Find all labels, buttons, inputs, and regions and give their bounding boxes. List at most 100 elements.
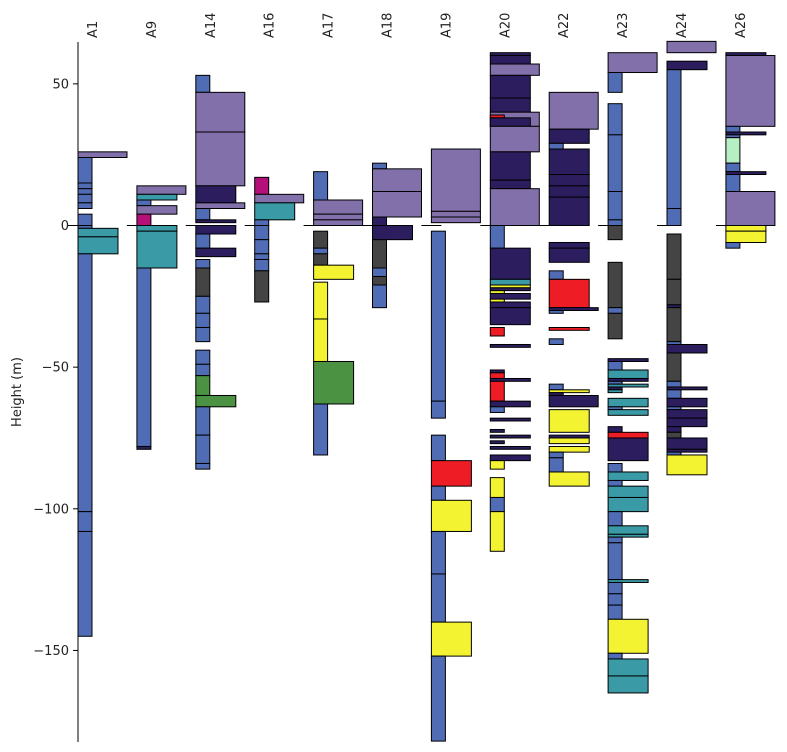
layer-teal bbox=[607, 389, 623, 394]
column-label: A23 bbox=[616, 13, 631, 38]
layer-gray bbox=[372, 239, 387, 269]
layer-dark-purple bbox=[548, 394, 599, 408]
layer-dark-purple bbox=[548, 241, 590, 249]
layer-gray bbox=[666, 431, 682, 439]
layer-teal bbox=[489, 278, 531, 286]
layer-blue bbox=[607, 134, 623, 193]
layer-teal bbox=[607, 525, 649, 535]
layer-dark-purple bbox=[548, 185, 590, 198]
layer-teal bbox=[136, 230, 178, 269]
layer-blue bbox=[195, 326, 211, 343]
layer-blue bbox=[77, 213, 93, 226]
layer-dark-purple bbox=[666, 426, 682, 433]
layer-blue bbox=[313, 171, 329, 201]
layer-blue bbox=[195, 406, 211, 436]
layer-lavender bbox=[548, 91, 599, 130]
layer-green bbox=[195, 394, 237, 408]
layer-lavender bbox=[666, 40, 717, 54]
layer-dark-purple bbox=[489, 454, 531, 462]
layer-dark-purple bbox=[548, 247, 590, 263]
layer-dark-purple bbox=[489, 428, 505, 433]
column-a20 bbox=[489, 52, 540, 552]
layer-magenta bbox=[136, 213, 152, 226]
layer-blue bbox=[313, 403, 329, 456]
layer-yellow bbox=[489, 511, 505, 552]
column-label: A19 bbox=[439, 13, 454, 38]
layer-dark-purple bbox=[489, 74, 531, 99]
layer-blue bbox=[136, 199, 152, 207]
y-tick-label: 50 bbox=[52, 77, 69, 92]
layer-teal bbox=[77, 227, 119, 238]
layer-yellow bbox=[725, 230, 767, 243]
layer-teal bbox=[254, 202, 296, 221]
column-a18 bbox=[372, 162, 422, 309]
column-label: A20 bbox=[498, 13, 513, 38]
layer-red bbox=[489, 380, 505, 402]
layer-gray bbox=[666, 278, 682, 306]
layer-yellow bbox=[548, 389, 590, 394]
layer-blue bbox=[195, 74, 211, 93]
layer-blue bbox=[725, 162, 741, 173]
layer-teal bbox=[607, 397, 649, 408]
layer-gray bbox=[313, 253, 329, 266]
layer-blue bbox=[548, 457, 564, 473]
layer-dark-purple bbox=[489, 445, 531, 450]
layer-blue bbox=[548, 338, 564, 345]
layer-blue bbox=[372, 162, 387, 170]
layer-gray bbox=[666, 352, 682, 382]
layer-dark-purple bbox=[666, 386, 708, 391]
layer-blue bbox=[430, 573, 446, 623]
layer-lavender bbox=[489, 188, 540, 227]
layer-red bbox=[489, 326, 505, 337]
column-label: A14 bbox=[204, 13, 219, 38]
layer-gray bbox=[666, 233, 682, 280]
layer-blue bbox=[195, 258, 211, 269]
layer-dark-purple bbox=[666, 397, 708, 408]
layer-teal bbox=[607, 533, 649, 538]
layer-blue bbox=[607, 72, 623, 93]
layer-blue bbox=[254, 253, 270, 260]
layer-yellow bbox=[313, 281, 329, 320]
layer-dark-purple bbox=[607, 377, 649, 382]
layer-blue bbox=[254, 239, 270, 255]
layer-lavender bbox=[489, 125, 540, 153]
layer-blue bbox=[666, 389, 682, 399]
layer-lavender bbox=[430, 210, 481, 218]
layer-dark-purple bbox=[489, 55, 531, 65]
layer-blue bbox=[313, 247, 329, 255]
layer-blue bbox=[607, 542, 623, 581]
layer-blue bbox=[725, 241, 741, 249]
layer-gray bbox=[372, 275, 387, 286]
layer-blue bbox=[372, 267, 387, 277]
layer-blue bbox=[548, 451, 564, 459]
layer-blue bbox=[607, 360, 623, 371]
layer-blue bbox=[195, 462, 211, 470]
layer-red bbox=[430, 460, 472, 487]
y-tick-label: −50 bbox=[42, 361, 69, 376]
layer-blue bbox=[372, 284, 387, 309]
layer-mint bbox=[725, 137, 741, 164]
column-label: A22 bbox=[557, 13, 572, 38]
layer-yellow bbox=[548, 437, 590, 445]
layer-blue bbox=[195, 349, 211, 365]
column-a14 bbox=[195, 74, 246, 470]
columns-layer bbox=[77, 40, 776, 742]
layer-dark-purple bbox=[666, 437, 708, 450]
layer-teal bbox=[607, 496, 649, 513]
layer-yellow bbox=[548, 409, 590, 433]
layer-blue bbox=[136, 267, 152, 447]
layer-blue bbox=[607, 511, 623, 527]
layer-blue bbox=[77, 530, 93, 637]
layer-magenta bbox=[254, 176, 270, 195]
layer-lavender bbox=[313, 213, 364, 221]
layer-yellow bbox=[489, 460, 505, 470]
layer-blue bbox=[77, 188, 93, 195]
layer-yellow bbox=[548, 471, 590, 487]
layer-blue bbox=[77, 157, 93, 184]
layer-blue bbox=[607, 581, 623, 595]
layer-dark-purple bbox=[666, 60, 708, 71]
layer-blue bbox=[254, 225, 270, 241]
layer-lavender bbox=[372, 191, 422, 218]
column-a26 bbox=[725, 52, 776, 249]
layer-lavender bbox=[607, 52, 658, 74]
